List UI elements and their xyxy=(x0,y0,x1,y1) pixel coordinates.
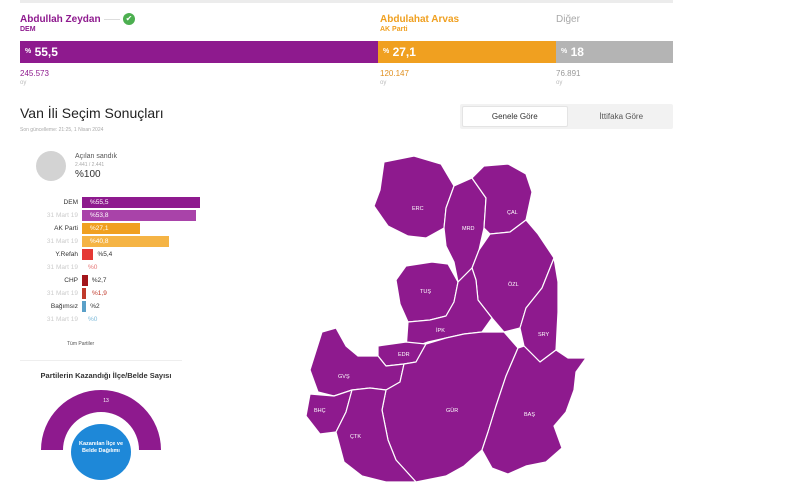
party-name: CHP xyxy=(64,277,78,284)
van-district-map: ERC MRD ÇAL TUŞ ÖZL İPK SRY EDR GVŞ BHÇ GÜR BAŞ ÇTK xyxy=(305,155,587,483)
districts-won-title: Partilerin Kazandığı İlçe/Belde Sayısı xyxy=(40,371,172,380)
view-toggle: Genele Göre İttifaka Göre xyxy=(460,104,673,129)
district-label-2: ÇAL xyxy=(507,210,518,216)
last-updated: Son güncelleme: 21:25, 1 Nisan 2024 xyxy=(20,127,104,133)
winner-line xyxy=(104,19,120,20)
candidate-2-votes: 120.147 oy xyxy=(380,69,409,86)
candidate-2-percent: 27,1 xyxy=(392,45,416,59)
party-percent-previous: %0 xyxy=(88,316,98,323)
candidate-3-votes: 76.891 oy xyxy=(556,69,580,86)
district-label-7: EDR xyxy=(398,352,410,358)
candidate-1-bar: % 55,5 xyxy=(20,41,378,63)
all-parties-link[interactable]: Tüm Partiler xyxy=(67,341,95,347)
party-bar-previous xyxy=(82,288,87,299)
party-name: Bağımsız xyxy=(50,303,78,310)
previous-election-label: 31 Mart 19 xyxy=(46,290,78,297)
ballot-label: Açılan sandık xyxy=(75,153,118,160)
party-bar-current xyxy=(82,197,200,208)
donut-segment-dem xyxy=(41,390,161,450)
candidate-2-vote-count: 120.147 xyxy=(380,69,409,78)
districts-won-count: 13 xyxy=(103,398,109,404)
winner-check-icon: ✔ xyxy=(123,13,135,25)
party-percent-current: %2,7 xyxy=(91,277,107,284)
district-label-5: İPK xyxy=(436,327,445,334)
vote-unit: oy xyxy=(20,80,27,86)
percent-symbol: % xyxy=(561,48,568,55)
district-label-11: BAŞ xyxy=(524,412,535,418)
party-percent-current: %5,4 xyxy=(97,251,113,258)
toggle-genel[interactable]: Genele Göre xyxy=(462,106,568,127)
previous-election-label: 31 Mart 19 xyxy=(46,264,78,271)
party-name: Y.Refah xyxy=(55,251,78,258)
district-label-8: GVŞ xyxy=(338,374,350,380)
party-bar-current xyxy=(82,301,87,312)
district-label-12: ÇTK xyxy=(350,434,361,440)
ballot-percent: %100 xyxy=(75,169,101,180)
previous-election-label: 31 Mart 19 xyxy=(46,316,78,323)
district-label-1: MRD xyxy=(462,226,475,232)
center-label-2: Belde Dağılımı xyxy=(82,448,120,454)
candidate-3-name: Diğer xyxy=(556,14,580,25)
district-label-9: BHÇ xyxy=(314,408,326,414)
party-name: AK Parti xyxy=(54,225,78,232)
percent-symbol: % xyxy=(383,48,390,55)
vote-unit: oy xyxy=(380,80,387,86)
candidate-3-percent: 18 xyxy=(570,45,584,59)
divider xyxy=(20,360,182,361)
district-label-6: SRY xyxy=(538,332,550,338)
candidate-1-header: Abdullah Zeydan DEM xyxy=(20,14,101,33)
ballot-progress-pie xyxy=(36,151,66,181)
party-percent-current: %2 xyxy=(90,303,100,310)
district-ctk[interactable] xyxy=(335,387,417,483)
percent-symbol: % xyxy=(25,48,32,55)
center-label-1: Kazanılan İlçe ve xyxy=(78,441,124,447)
party-percent-current: %55,5 xyxy=(90,199,109,206)
vote-unit: oy xyxy=(556,80,563,86)
ballot-count: 2.441 / 2.441 xyxy=(75,162,105,168)
party-bar-current xyxy=(82,275,88,286)
page-title: Van İli Seçim Sonuçları xyxy=(20,105,164,121)
candidate-3-header: Diğer xyxy=(556,14,580,25)
candidate-2-name: Abdulahat Arvas xyxy=(380,14,460,25)
party-bar-previous xyxy=(82,210,197,221)
district-label-0: ERC xyxy=(412,206,424,212)
party-percent-previous: %40,8 xyxy=(90,238,109,245)
districts-won-center[interactable]: Kazanılan İlçe ve Belde Dağılımı xyxy=(71,424,131,480)
candidate-2-header: Abdulahat Arvas AK Parti xyxy=(380,14,459,33)
party-percent-previous: %0 xyxy=(88,264,98,271)
candidate-1-vote-count: 245.573 xyxy=(20,69,49,78)
candidate-1-party: DEM xyxy=(20,26,36,33)
candidate-2-bar: % 27,1 xyxy=(378,41,556,63)
district-bas[interactable] xyxy=(481,345,587,475)
toggle-ittifak[interactable]: İttifaka Göre xyxy=(599,112,644,121)
district-label-10: GÜR xyxy=(446,407,458,414)
district-label-3: TUŞ xyxy=(420,289,431,295)
candidate-2-party: AK Parti xyxy=(380,26,408,33)
party-percent-previous: %1,9 xyxy=(92,290,107,297)
district-label-4: ÖZL xyxy=(508,281,519,288)
candidate-3-vote-count: 76.891 xyxy=(556,69,581,78)
top-border xyxy=(20,0,673,3)
candidate-1-percent: 55,5 xyxy=(34,45,58,59)
candidate-3-bar: % 18 xyxy=(556,41,673,63)
district-cal[interactable] xyxy=(471,163,533,235)
previous-election-label: 31 Mart 19 xyxy=(46,238,78,245)
previous-election-label: 31 Mart 19 xyxy=(46,212,78,219)
districts-won-donut xyxy=(41,390,161,450)
district-erc[interactable] xyxy=(373,155,455,239)
party-bar-previous xyxy=(82,236,169,247)
party-bar-current xyxy=(82,223,140,234)
party-percent-previous: %53,8 xyxy=(90,212,109,219)
candidate-1-votes: 245.573 oy xyxy=(20,69,49,86)
party-name: DEM xyxy=(63,199,78,206)
candidate-1-name: Abdullah Zeydan xyxy=(20,14,101,25)
party-percent-current: %27,1 xyxy=(90,225,109,232)
party-bar-current xyxy=(82,249,94,260)
